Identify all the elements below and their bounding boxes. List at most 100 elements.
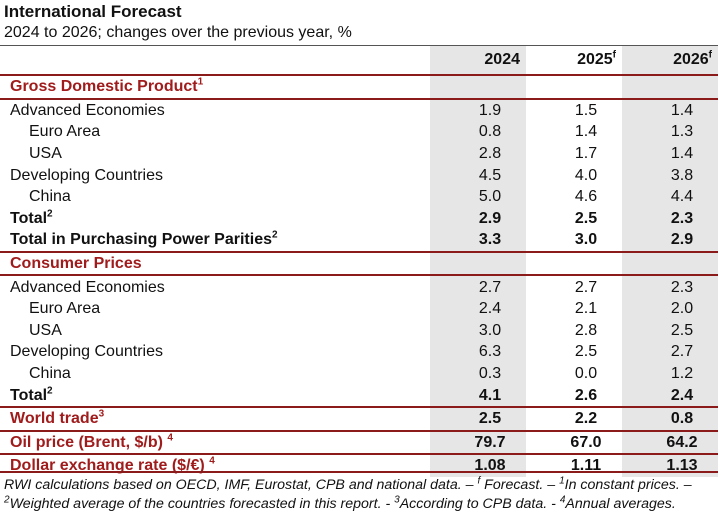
table-cell-value: 1.3 — [622, 121, 718, 143]
column-header-2026: 2026f — [622, 46, 718, 76]
table-row-world-trade: World trade3 2.5 2.2 0.8 — [0, 406, 718, 432]
table-cell-value: 2.8 — [430, 142, 526, 165]
table-cell-value: 2.7 — [622, 341, 718, 363]
table-cell-value: 1.4 — [622, 142, 718, 165]
table-row: Advanced Economies 1.9 1.5 1.4 — [0, 97, 718, 122]
table-cell-value: 2.3 — [622, 274, 718, 298]
table-cell-value: 4.4 — [622, 185, 718, 208]
table-cell-label: Total2 — [10, 208, 53, 227]
table-cell-label: Dollar exchange rate ($/€) 4 — [10, 456, 215, 475]
table-row-oil-price: Oil price (Brent, $/b) 4 79.7 67.0 64.2 — [0, 430, 718, 456]
page-title: International Forecast — [4, 2, 182, 21]
bottom-rule — [0, 471, 718, 473]
table-cell-value: 79.7 — [430, 430, 526, 456]
table-cell-label: Gross Domestic Product1 — [10, 76, 204, 96]
table-cell-value: 6.3 — [430, 341, 526, 363]
table-cell-label: Consumer Prices — [0, 252, 430, 276]
table-cell-value: 2.5 — [574, 343, 598, 361]
section-label: Gross Domestic Product — [10, 78, 198, 96]
table-cell-label — [526, 252, 622, 276]
table-cell-label: China — [29, 188, 71, 206]
table-cell-value: 2.7 — [430, 274, 526, 298]
table-cell-label: USA — [29, 321, 62, 339]
table-cell-label: USA — [29, 145, 62, 163]
table-cell-value: 2.2 — [526, 406, 622, 432]
table-cell-value: 3.0 — [526, 229, 622, 253]
table-cell-value: 2.5 — [622, 319, 718, 342]
table-cell-label: Advanced Economies — [0, 97, 430, 122]
table-row: Advanced Economies 2.7 2.7 2.3 — [0, 274, 718, 298]
table-cell-value: 1.08 — [430, 454, 526, 477]
table-cell-value: 1.2 — [622, 362, 718, 385]
table-cell-label: Developing Countries — [10, 166, 163, 184]
table-cell-value: 3.8 — [622, 164, 718, 186]
table-cell-value: 4.1 — [430, 384, 526, 408]
table-row: Euro Area 0.8 1.4 1.3 — [0, 121, 718, 143]
forecast-table: 2024 2025f 2026f Gross Domestic Product1… — [0, 46, 718, 477]
table-row: USA 3.0 2.8 2.5 — [0, 319, 718, 342]
table-cell-value: 0.3 — [430, 362, 526, 385]
table-cell-value: 4.5 — [430, 164, 526, 186]
table-cell-label — [430, 75, 526, 99]
table-cell-value: 2.9 — [622, 229, 718, 253]
footnote: RWI calculations based on OECD, IMF, Eur… — [4, 476, 718, 514]
page-subtitle: 2024 to 2026; changes over the previous … — [4, 24, 352, 41]
table-header-row: 2024 2025f 2026f — [0, 46, 718, 76]
table-row: China 0.3 0.0 1.2 — [0, 362, 718, 385]
table-cell-value: 2.3 — [622, 207, 718, 230]
table-cell-value: 2.1 — [574, 300, 598, 318]
table-cell-value: 1.5 — [526, 97, 622, 122]
table-cell-label: Oil price (Brent, $/b) 4 — [0, 430, 430, 456]
table-cell-value: 1.9 — [430, 97, 526, 122]
table-cell-value: 2.6 — [526, 384, 622, 408]
table-cell-value: 3.3 — [430, 229, 526, 253]
footnote-line-2: 2Weighted average of the countries forec… — [4, 494, 676, 512]
column-header-2024: 2024 — [430, 46, 526, 76]
table-cell-value: 1.4 — [622, 97, 718, 122]
table-cell-value: 5.0 — [430, 185, 526, 208]
table-row-total: Total2 2.9 2.5 2.3 — [0, 207, 718, 230]
section-cpi: Consumer Prices — [0, 251, 718, 276]
table-row: USA 2.8 1.7 1.4 — [0, 142, 718, 165]
table-row-ppp: Total in Purchasing Power Parities2 3.3 3… — [0, 229, 718, 253]
table-row-total: Total2 4.1 2.6 2.4 — [0, 384, 718, 408]
table-cell-value: 67.0 — [526, 430, 622, 456]
table-row: Euro Area 2.4 2.1 2.0 — [0, 297, 718, 320]
table-cell-label — [622, 75, 718, 99]
table-cell-label: Euro Area — [29, 123, 101, 141]
table-cell-label — [526, 75, 622, 99]
table-row: Developing Countries 4.5 4.0 3.8 — [0, 164, 718, 186]
table-row: China 5.0 4.6 4.4 — [0, 185, 718, 208]
table-cell-value: 4.6 — [574, 188, 598, 206]
table-cell-value: 1.4 — [574, 123, 598, 141]
table-cell-value: 1.13 — [622, 454, 718, 477]
table-cell-label — [622, 251, 718, 276]
table-cell-label: Developing Countries — [10, 343, 163, 361]
table-cell-label: Total2 — [0, 384, 430, 408]
table-cell-value: 0.8 — [622, 406, 718, 432]
table-cell-value: 1.11 — [570, 457, 602, 475]
table-cell-value: 64.2 — [622, 430, 718, 456]
header-blank — [0, 46, 430, 76]
table-cell-value: 2.4 — [430, 297, 526, 320]
table-cell-value: 3.0 — [430, 319, 526, 342]
footnote-line-1: RWI calculations based on OECD, IMF, Eur… — [4, 475, 692, 493]
table-cell-label: Advanced Economies — [0, 274, 430, 298]
table-cell-value: 2.4 — [622, 384, 718, 408]
table-cell-value: 1.7 — [574, 145, 598, 163]
table-cell-value: 2.9 — [430, 207, 526, 230]
table-cell-value: 2.8 — [574, 321, 598, 339]
table-cell-value: 2.0 — [622, 297, 718, 320]
column-header-2025: 2025f — [526, 46, 622, 76]
table-cell-label — [430, 251, 526, 276]
table-cell-value: 4.0 — [574, 166, 598, 184]
table-cell-label: Total in Purchasing Power Parities2 — [0, 229, 430, 253]
table-row-exchange-rate: Dollar exchange rate ($/€) 4 1.08 1.11 1.1… — [0, 454, 718, 477]
table-cell-value: 2.7 — [526, 274, 622, 298]
table-cell-label: Euro Area — [29, 300, 101, 318]
table-cell-value: 2.5 — [430, 406, 526, 432]
section-label: Consumer Prices — [10, 255, 142, 273]
table-cell-label: China — [29, 365, 71, 383]
table-cell-value: 0.0 — [574, 365, 598, 383]
section-gdp: Gross Domestic Product1 — [0, 75, 718, 99]
